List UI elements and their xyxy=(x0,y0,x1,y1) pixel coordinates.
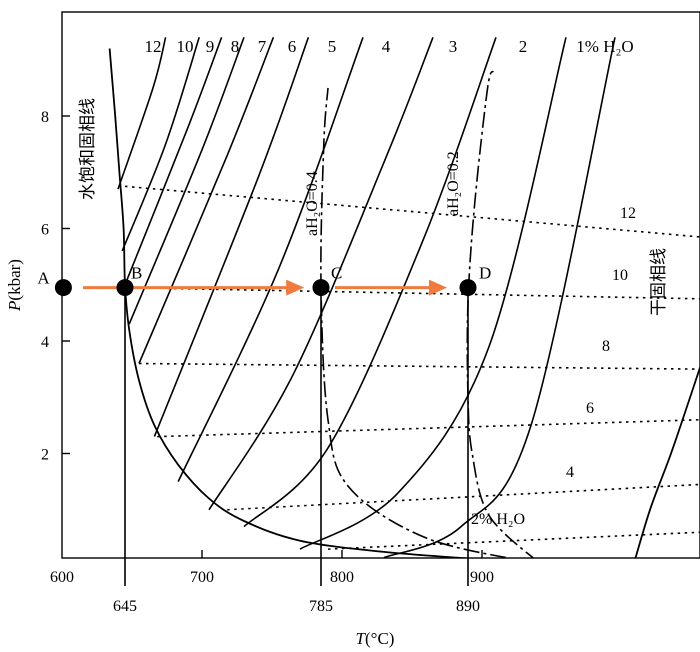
isopleth-line-5 xyxy=(153,37,310,437)
y-tick-label-2: 2 xyxy=(41,447,49,464)
y-tick-label-8: 8 xyxy=(41,109,49,126)
isobar-label-0: 12 xyxy=(620,205,636,222)
isopleth-line-7 xyxy=(208,37,434,511)
x-ref-label-890: 890 xyxy=(456,598,480,615)
isobar-label-5: 2% H₂O xyxy=(471,511,525,528)
isopleth-line-6 xyxy=(177,37,364,482)
isobar-line-2 xyxy=(138,362,700,370)
point-C xyxy=(312,279,330,297)
plot-area xyxy=(108,37,700,558)
point-B xyxy=(116,279,134,297)
x-tick-label-800: 800 xyxy=(330,569,354,586)
point-label-B: B xyxy=(131,264,142,283)
water-activity-label-0: aH₂O=0.4 xyxy=(304,171,321,236)
point-label-C: C xyxy=(331,264,342,283)
isopleth-line-0 xyxy=(117,37,167,190)
isobar-line-0 xyxy=(124,185,700,238)
x-tick-label-600: 600 xyxy=(50,569,74,586)
point-label-D: D xyxy=(479,264,491,283)
isobar-line-4 xyxy=(227,483,700,511)
y-tick-label-4: 4 xyxy=(41,334,49,351)
isopleth-line-1 xyxy=(121,37,200,252)
point-label-A: A xyxy=(37,269,50,288)
isopleth-label-0: 12 xyxy=(145,37,162,56)
dry-solidus-line xyxy=(634,364,700,558)
x-ref-label-785: 785 xyxy=(309,598,333,615)
curves-layer xyxy=(61,11,700,586)
x-ref-label-645: 645 xyxy=(113,598,137,615)
isopleth-label-2: 9 xyxy=(206,37,215,56)
isopleth-label-6: 5 xyxy=(328,37,337,56)
isopleth-label-8: 3 xyxy=(449,37,458,56)
isopleth-label-3: 8 xyxy=(231,37,240,56)
isopleth-label-7: 4 xyxy=(382,37,391,56)
isobar-label-1: 10 xyxy=(612,267,628,284)
isopleth-line-4 xyxy=(138,37,275,364)
y-tick-label-6: 6 xyxy=(41,222,49,239)
x-axis-title: T(°C) xyxy=(356,629,395,648)
isobar-label-3: 6 xyxy=(586,400,594,417)
isobar-line-5 xyxy=(327,531,700,550)
isopleth-line-2 xyxy=(124,37,223,286)
point-A xyxy=(54,279,72,297)
x-tick-label-700: 700 xyxy=(190,569,214,586)
isobar-label-4: 4 xyxy=(566,464,574,481)
isopleth-label-1: 10 xyxy=(177,37,194,56)
isobar-line-1 xyxy=(124,286,700,300)
wet-solidus-label: 水饱和固相线 xyxy=(78,98,98,200)
isobar-line-3 xyxy=(157,418,700,438)
isopleth-label-5: 6 xyxy=(288,37,297,56)
marks-layer xyxy=(54,279,477,297)
dry-solidus-label: 干固相线 xyxy=(649,248,669,316)
isopleth-label-10: 1% H₂O xyxy=(576,37,633,56)
water-activity-line-0 xyxy=(320,87,513,558)
isopleth-label-4: 7 xyxy=(258,37,267,56)
x-tick-label-900: 900 xyxy=(470,569,494,586)
y-axis-title: P(kbar) xyxy=(5,259,24,312)
arrow-head-1 xyxy=(429,279,447,296)
isopleth-line-8 xyxy=(243,37,497,528)
arrow-head-0 xyxy=(286,279,305,296)
isopleth-label-9: 2 xyxy=(519,37,528,56)
isopleth-line-10 xyxy=(383,37,616,558)
point-D xyxy=(459,279,477,297)
wet-solidus-line xyxy=(108,48,476,558)
water-activity-label-1: aH₂O=0.2 xyxy=(445,151,462,216)
isobar-label-2: 8 xyxy=(602,338,610,355)
